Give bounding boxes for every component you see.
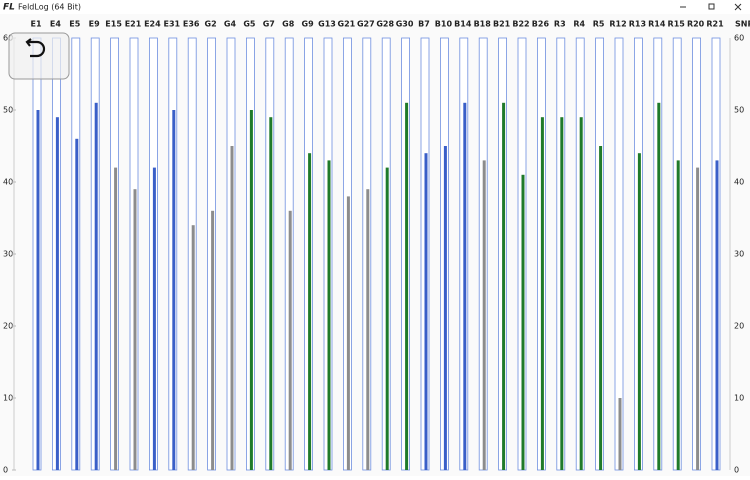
x-tick-label: E15 (105, 20, 122, 29)
bar (75, 138, 79, 471)
bar (94, 102, 98, 471)
x-tick-label: E21 (125, 20, 142, 29)
x-tick-label: B7 (418, 20, 430, 29)
x-tick-label: R5 (593, 20, 605, 29)
x-tick-label: G21 (338, 20, 356, 29)
bar (191, 225, 195, 470)
bar (327, 160, 331, 470)
bar (637, 153, 641, 470)
bar (696, 167, 700, 470)
x-tick-label: B22 (512, 20, 529, 29)
bar (133, 189, 137, 470)
window-title: FeldLog (64 Bit) (18, 3, 81, 12)
x-tick-label: E24 (144, 20, 161, 29)
bar (172, 110, 176, 470)
bar (405, 102, 409, 471)
y2-tick-label: 50 (734, 106, 744, 115)
x-tick-label: G30 (396, 20, 414, 29)
y2-tick-label: 60 (734, 34, 744, 43)
bar (657, 102, 661, 471)
x-tick-label: G13 (318, 20, 336, 29)
bar (308, 153, 312, 470)
x-tick-label: E36 (183, 20, 200, 29)
x-tick-label: B26 (532, 20, 550, 29)
bar (443, 146, 447, 470)
y-tick-label: 0 (3, 466, 8, 475)
x-tick-label: G2 (205, 20, 217, 29)
x-tick-label: R4 (573, 20, 585, 29)
x-tick-label: E9 (89, 20, 100, 29)
x-tick-label: R15 (668, 20, 686, 29)
bar (540, 117, 544, 470)
bar (521, 174, 525, 471)
y2-tick-label: 40 (734, 178, 744, 187)
x-tick-label: E31 (163, 20, 180, 29)
x-tick-label: G5 (243, 20, 256, 29)
bar (560, 117, 564, 470)
bar (502, 102, 506, 471)
y2-tick-label: 0 (734, 466, 739, 475)
x-tick-label: R12 (609, 20, 626, 29)
y-tick-label: 20 (3, 322, 13, 331)
y-axis-label: SNR (735, 20, 750, 29)
y2-tick-label: 10 (734, 394, 744, 403)
bar (676, 160, 680, 470)
x-tick-label: G4 (224, 20, 237, 29)
bar (579, 117, 583, 470)
x-tick-label: G7 (263, 20, 275, 29)
x-tick-label: G8 (282, 20, 295, 29)
bar (482, 160, 486, 470)
x-tick-label: G9 (302, 20, 315, 29)
y-tick-label: 40 (3, 178, 13, 187)
y-tick-label: 30 (3, 250, 13, 259)
x-tick-label: B21 (493, 20, 511, 29)
y2-tick-label: 30 (734, 250, 744, 259)
bar (463, 102, 467, 471)
x-tick-label: G28 (376, 20, 394, 29)
bar (715, 160, 719, 470)
back-icon (25, 38, 46, 58)
bar (55, 117, 59, 470)
bar (385, 167, 389, 470)
bar (152, 167, 156, 470)
x-tick-label: R21 (706, 20, 724, 29)
close-button[interactable] (734, 3, 742, 11)
bar (366, 189, 370, 470)
bar (230, 146, 234, 470)
y-tick-label: 10 (3, 394, 13, 403)
x-tick-label: G27 (357, 20, 375, 29)
bar (288, 210, 292, 471)
y-tick-label: 50 (3, 106, 13, 115)
bar (424, 153, 428, 470)
x-tick-label: R3 (554, 20, 566, 29)
bar (36, 110, 40, 470)
y-tick-label: 60 (3, 34, 13, 43)
bar (618, 398, 622, 470)
x-tick-label: R13 (629, 20, 646, 29)
x-tick-label: B10 (435, 20, 453, 29)
y2-tick-label: 20 (734, 322, 744, 331)
x-tick-label: R14 (648, 20, 666, 29)
x-tick-label: B18 (474, 20, 492, 29)
x-tick-label: E1 (30, 20, 41, 29)
bar (269, 117, 273, 470)
x-tick-label: R20 (687, 20, 705, 29)
title-bar (0, 0, 750, 14)
x-tick-label: B14 (454, 20, 472, 29)
x-tick-label: E4 (50, 20, 61, 29)
app-icon: FL (3, 3, 15, 13)
x-tick-label: E5 (69, 20, 80, 29)
bar (211, 210, 215, 471)
bar (249, 110, 253, 470)
bar (346, 196, 350, 470)
restore-button[interactable] (708, 3, 715, 10)
bar (599, 146, 603, 470)
bar (114, 167, 118, 470)
